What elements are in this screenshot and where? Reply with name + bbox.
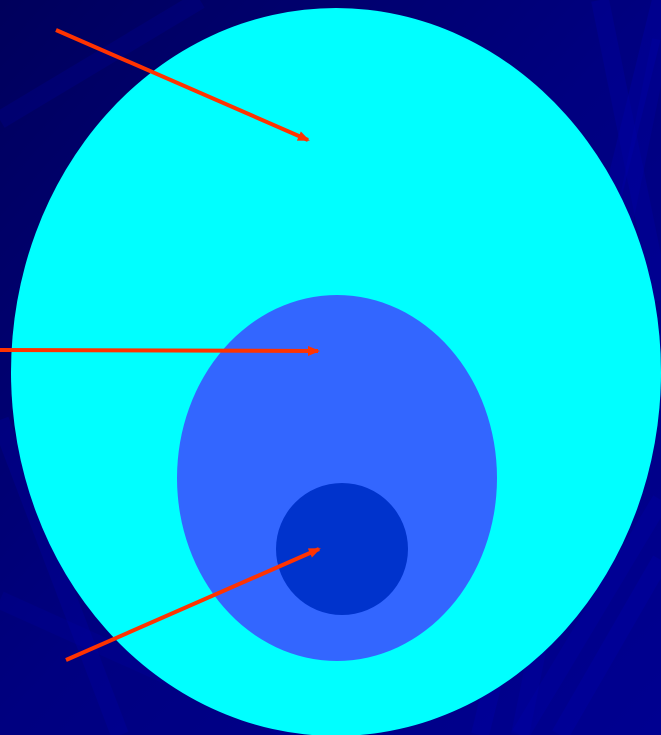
arrow-to-middle xyxy=(0,345,320,356)
background-streak xyxy=(512,495,661,735)
arrow-to-outer xyxy=(55,28,310,142)
background-streak xyxy=(0,0,205,128)
background-streak xyxy=(0,416,129,735)
arrow-to-inner xyxy=(65,547,321,662)
inner-circle xyxy=(276,483,408,615)
background-streak xyxy=(552,555,661,735)
background-streak xyxy=(591,0,661,302)
middle-ellipse xyxy=(177,295,497,661)
